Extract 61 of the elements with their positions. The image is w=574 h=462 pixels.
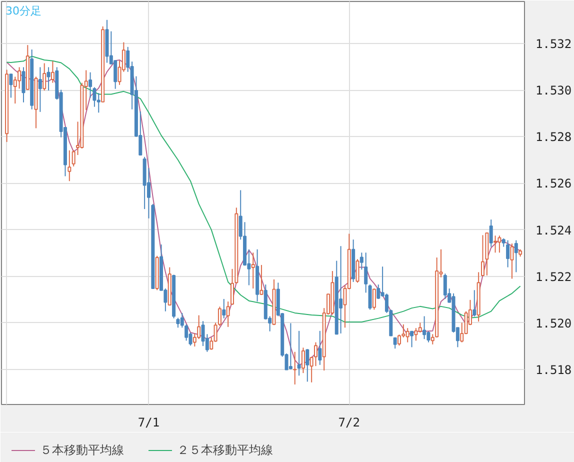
candlestick bbox=[418, 322, 422, 334]
y-tick-label: 1.524 bbox=[536, 223, 572, 238]
candlestick bbox=[443, 273, 447, 300]
y-tick-label: 1.528 bbox=[536, 130, 572, 144]
candlestick bbox=[360, 252, 364, 270]
candlestick bbox=[514, 240, 518, 273]
candlestick bbox=[297, 330, 301, 376]
candlestick bbox=[422, 316, 426, 340]
candlestick bbox=[480, 234, 484, 277]
y-tick-label: 1.526 bbox=[536, 176, 572, 191]
legend-label: ２５本移動平均線 bbox=[177, 442, 273, 458]
chart-title: 30分足 bbox=[6, 4, 42, 18]
y-tick-label: 1.520 bbox=[536, 316, 572, 330]
candlestick bbox=[314, 342, 318, 367]
candlestick bbox=[50, 60, 54, 84]
candlestick bbox=[88, 72, 92, 98]
x-tick-label: 7/1 bbox=[138, 416, 160, 430]
candlestick bbox=[176, 317, 180, 328]
candlestick bbox=[230, 268, 234, 306]
candlestick bbox=[356, 258, 360, 284]
candlestick bbox=[46, 66, 50, 91]
y-tick-label: 1.518 bbox=[536, 363, 572, 378]
candlestick bbox=[472, 290, 476, 317]
candlestick bbox=[22, 66, 26, 103]
candlestick bbox=[288, 322, 292, 370]
candlestick bbox=[498, 235, 502, 254]
candlestick bbox=[260, 264, 264, 296]
candlestick bbox=[251, 252, 255, 289]
candlestick bbox=[318, 330, 322, 366]
candlestick bbox=[197, 314, 201, 340]
candlestick bbox=[226, 301, 230, 328]
candlestick bbox=[368, 284, 372, 310]
candlestick bbox=[372, 288, 376, 310]
candlestick bbox=[376, 284, 380, 300]
candlestick bbox=[68, 150, 72, 182]
candlestick bbox=[306, 348, 310, 382]
y-tick-label: 1.522 bbox=[536, 270, 572, 284]
y-tick-label: 1.530 bbox=[536, 84, 572, 98]
candlestick bbox=[494, 235, 498, 254]
candlestick bbox=[72, 150, 76, 167]
candlestick bbox=[293, 351, 297, 385]
candlestick bbox=[38, 66, 42, 112]
candlestick bbox=[364, 252, 368, 294]
candlestick bbox=[9, 74, 13, 98]
legend-label: ５本移動平均線 bbox=[40, 442, 124, 458]
candlestick bbox=[510, 243, 514, 280]
y-tick-label: 1.532 bbox=[536, 36, 572, 51]
candlestick bbox=[397, 334, 401, 346]
candlestick bbox=[506, 240, 510, 268]
candlestick bbox=[222, 298, 226, 319]
x-tick-label: 7/2 bbox=[338, 416, 360, 430]
candlestick bbox=[489, 219, 493, 248]
candlestick bbox=[18, 66, 22, 90]
candlestick bbox=[414, 328, 418, 342]
candlestick bbox=[42, 62, 46, 91]
candlestick bbox=[393, 337, 397, 350]
candlestick bbox=[301, 347, 305, 374]
candlestick bbox=[430, 334, 434, 345]
candlestick bbox=[339, 246, 343, 334]
candlestick bbox=[406, 328, 410, 343]
candlestick bbox=[410, 330, 414, 348]
